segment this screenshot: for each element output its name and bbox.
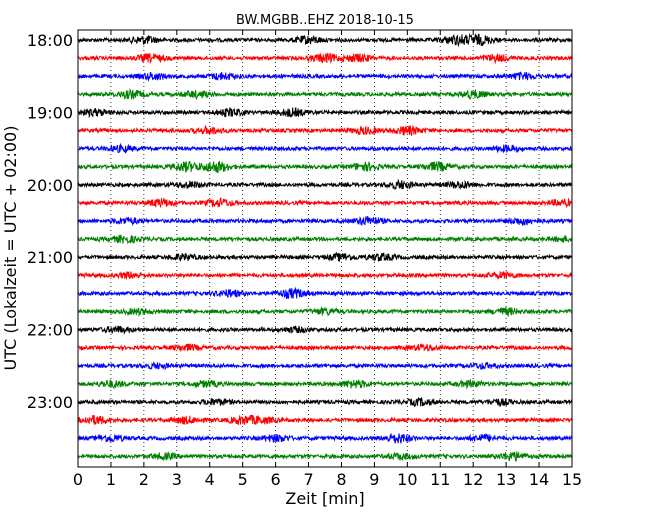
x-tick-label: 2 [139, 470, 149, 489]
seismic-trace [77, 197, 573, 209]
x-tick-label: 11 [430, 470, 450, 489]
x-tick-label: 5 [238, 470, 248, 489]
y-tick-label: 19:00 [27, 103, 73, 122]
seismic-trace [77, 343, 573, 353]
y-axis-label: UTC (Lokalzeit = UTC + 02:00) [1, 126, 20, 371]
seismic-traces [77, 32, 573, 463]
seismic-trace [77, 414, 573, 426]
seismic-trace [77, 178, 573, 191]
x-tick-label: 15 [562, 470, 582, 489]
plot-frame [77, 29, 573, 468]
y-tick-label: 23:00 [27, 393, 73, 412]
seismic-trace [77, 270, 573, 281]
seismic-trace [77, 433, 573, 444]
seismic-trace [77, 378, 573, 390]
y-tick-label: 22:00 [27, 321, 73, 340]
x-axis-label: Zeit [min] [285, 489, 364, 508]
seismic-trace [77, 124, 573, 137]
x-tick-label: 6 [271, 470, 281, 489]
seismic-trace [77, 451, 573, 463]
x-tick-label: 14 [529, 470, 549, 489]
x-tick-label: 0 [73, 470, 83, 489]
x-tick-label: 13 [496, 470, 516, 489]
y-tick-label: 18:00 [27, 31, 73, 50]
seismic-trace [77, 286, 573, 300]
grid-lines [110, 30, 540, 467]
seismic-trace [77, 71, 573, 82]
seismic-trace [77, 142, 573, 154]
seismic-trace [77, 396, 573, 408]
axis-ticks: 0 1 2 3 4 5 6 7 8 9 10 11 12 13 14 1518:0019:0020:0021:… [27, 30, 582, 489]
y-tick-label: 21:00 [27, 248, 73, 267]
seismic-trace [77, 52, 573, 65]
seismic-trace [77, 32, 573, 48]
seismic-trace [77, 305, 573, 318]
chart-title: BW.MGBB..EHZ 2018-10-15 [236, 13, 414, 28]
seismic-trace [77, 325, 573, 335]
x-tick-label: 12 [463, 470, 483, 489]
seismic-trace [77, 107, 573, 119]
seismic-trace [77, 87, 573, 101]
seismic-trace [77, 251, 573, 263]
seismic-trace [77, 160, 573, 174]
seismic-trace [77, 215, 573, 227]
x-tick-label: 4 [205, 470, 215, 489]
seismic-trace [77, 234, 573, 245]
y-tick-label: 20:00 [27, 176, 73, 195]
x-tick-label: 8 [336, 470, 346, 489]
x-tick-label: 9 [369, 470, 379, 489]
seismic-trace [77, 361, 573, 371]
x-tick-label: 1 [106, 470, 116, 489]
x-tick-label: 3 [172, 470, 182, 489]
x-tick-label: 7 [303, 470, 313, 489]
x-tick-label: 10 [397, 470, 417, 489]
